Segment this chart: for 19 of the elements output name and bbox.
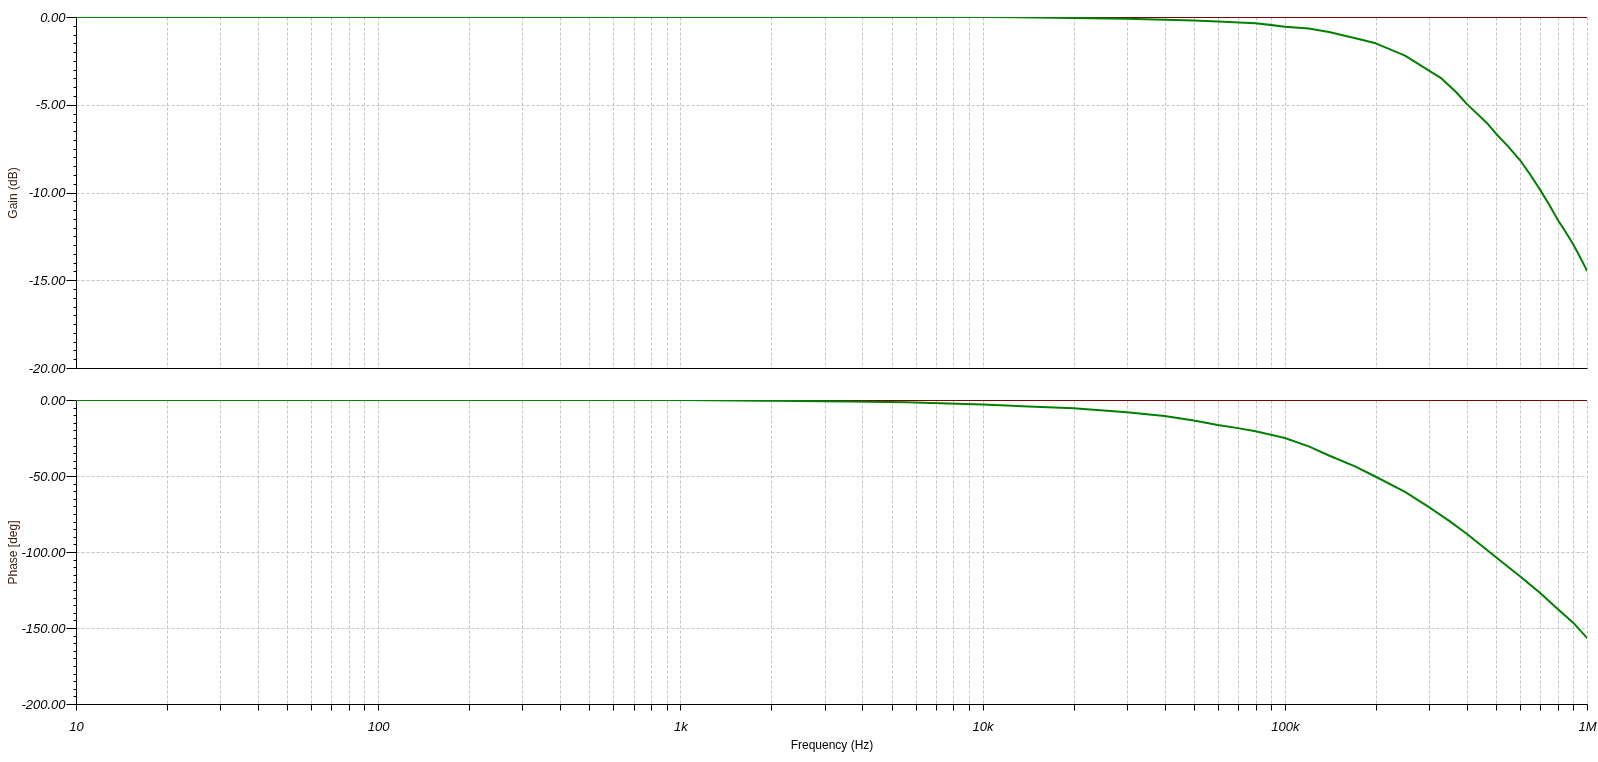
y-tick-label: -5.00 [35, 97, 67, 113]
x-tick-label: 100 [367, 718, 391, 734]
y-tick-label: -15.00 [28, 272, 67, 288]
x-tick-label: 1k [674, 718, 690, 734]
y-axis-title: Gain (dB) [5, 167, 20, 219]
x-axis-title: Frequency (Hz) [790, 737, 874, 752]
y-axis-title: Phase [deg] [5, 520, 20, 585]
y-tick-label: 0.00 [40, 9, 67, 25]
y-tick-label: -100.00 [21, 544, 67, 560]
x-tick-label: 10 [69, 718, 85, 734]
y-tick-label: -10.00 [28, 185, 67, 200]
y-tick-label: -200.00 [21, 696, 67, 712]
y-tick-label: -150.00 [21, 620, 67, 636]
x-tick-label: 100k [1271, 718, 1301, 734]
y-tick-label: 0.00 [40, 392, 67, 408]
y-tick-label: -20.00 [28, 360, 67, 376]
x-tick-label: 1M [1578, 718, 1597, 734]
y-tick-label: -50.00 [28, 468, 67, 484]
x-tick-label: 10k [972, 718, 996, 734]
